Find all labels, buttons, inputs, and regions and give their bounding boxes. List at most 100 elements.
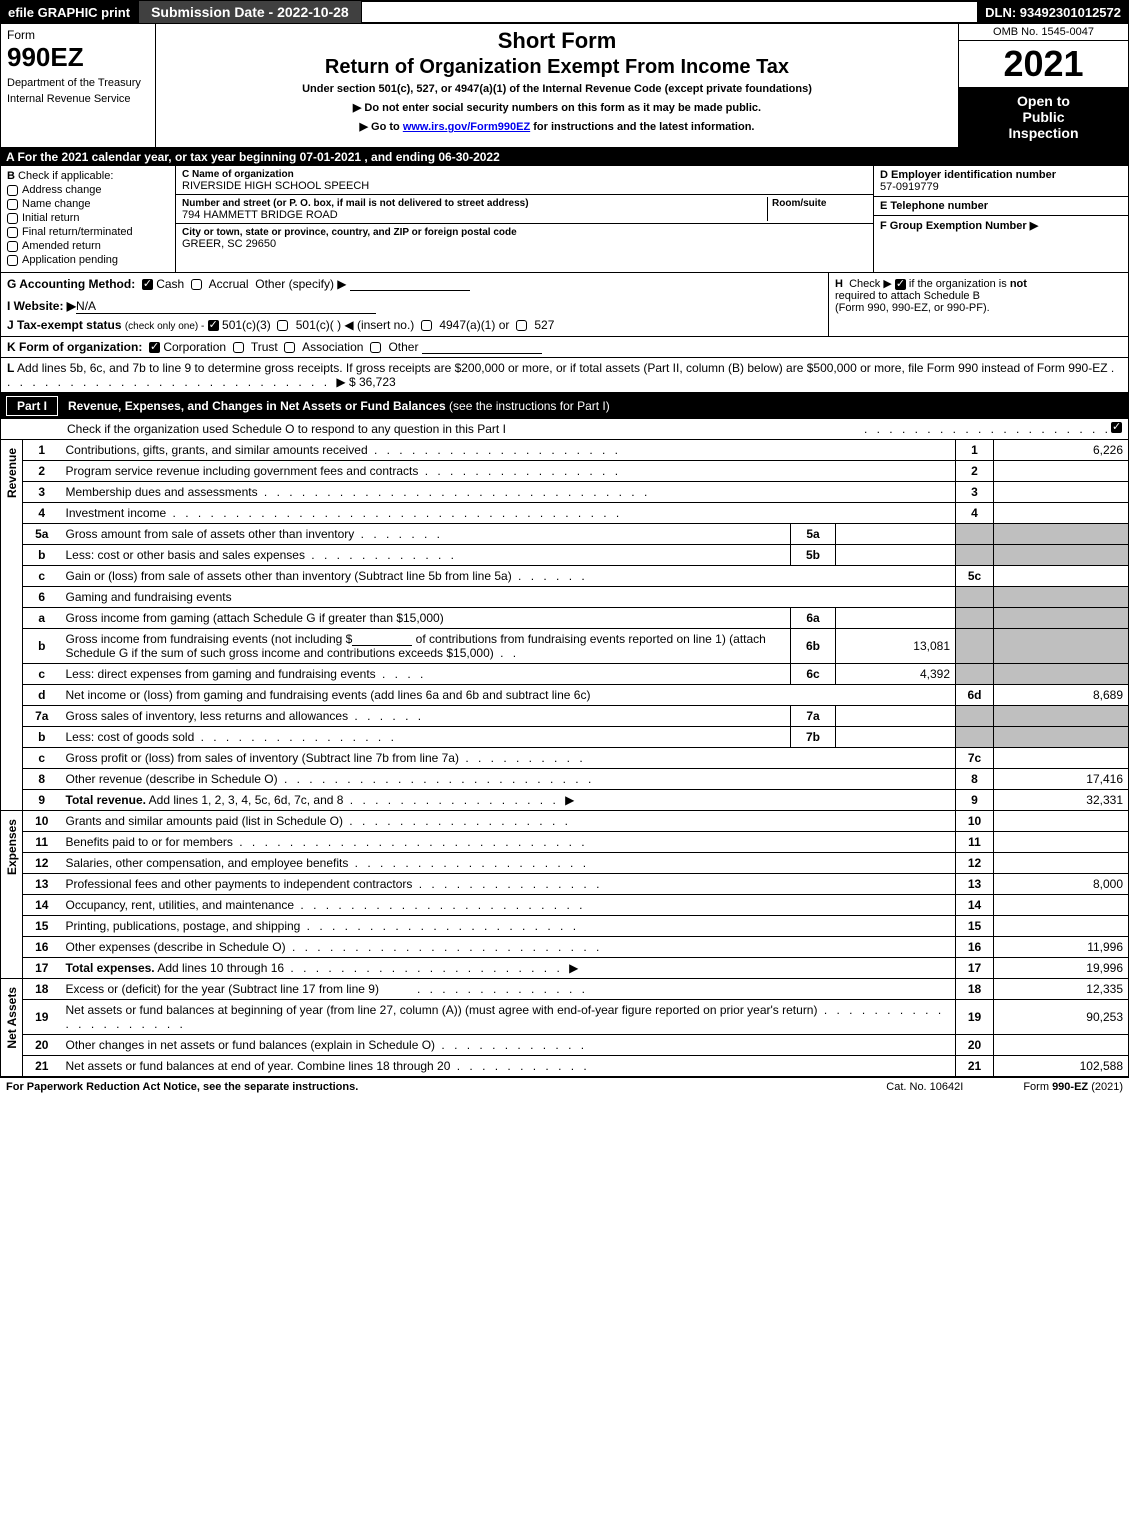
section-g: G Accounting Method: Cash Accrual Other … <box>7 277 822 291</box>
header-left: Form 990EZ Department of the Treasury In… <box>1 24 156 147</box>
form-number: 990EZ <box>7 42 149 73</box>
line-20: 20Other changes in net assets or fund ba… <box>23 1035 1129 1056</box>
line-6c: cLess: direct expenses from gaming and f… <box>23 664 1129 685</box>
line-16: 16Other expenses (describe in Schedule O… <box>23 937 1129 958</box>
header-mid: Short Form Return of Organization Exempt… <box>156 24 958 147</box>
line-5a: 5aGross amount from sale of assets other… <box>23 524 1129 545</box>
check-name-change[interactable]: Name change <box>7 198 169 210</box>
form-label: Form <box>7 28 149 42</box>
website-value: N/A <box>76 299 376 314</box>
checkbox-icon <box>7 199 18 210</box>
section-k: K Form of organization: Corporation Trus… <box>0 337 1129 358</box>
irs-link[interactable]: www.irs.gov/Form990EZ <box>403 121 530 133</box>
checkbox-accrual-icon <box>191 279 202 290</box>
checkbox-527-icon <box>516 320 527 331</box>
checkbox-assoc-icon <box>284 342 295 353</box>
warning-ssn: ▶ Do not enter social security numbers o… <box>162 101 952 114</box>
street-value: 794 HAMMETT BRIDGE ROAD <box>182 209 338 221</box>
l-text: Add lines 5b, 6c, and 7b to line 9 to de… <box>17 361 1108 375</box>
j-sub: (check only one) - <box>125 321 204 332</box>
line-6: 6Gaming and fundraising events <box>23 587 1129 608</box>
j-label: J Tax-exempt status <box>7 318 122 332</box>
section-b: B Check if applicable: Address change Na… <box>1 166 176 272</box>
footer-right: Form 990-EZ (2021) <box>1023 1081 1123 1093</box>
checkbox-part1-icon <box>1111 422 1122 433</box>
netassets-section: Net Assets 18Excess or (deficit) for the… <box>0 979 1129 1077</box>
line-10: 10Grants and similar amounts paid (list … <box>23 811 1129 832</box>
org-name: RIVERSIDE HIGH SCHOOL SPEECH <box>182 180 369 192</box>
open-line2: Public <box>963 109 1124 125</box>
line-7a: 7aGross sales of inventory, less returns… <box>23 706 1129 727</box>
checkbox-4947-icon <box>421 320 432 331</box>
g-accrual: Accrual <box>209 277 249 291</box>
section-def: D Employer identification number 57-0919… <box>873 166 1128 272</box>
check-final-return[interactable]: Final return/terminated <box>7 226 169 238</box>
efile-label[interactable]: efile GRAPHIC print <box>0 0 138 24</box>
checkbox-corp-icon <box>149 342 160 353</box>
k-corp: Corporation <box>163 340 226 354</box>
i-label: I Website: ▶ <box>7 299 76 313</box>
line-6a: aGross income from gaming (attach Schedu… <box>23 608 1129 629</box>
checkbox-other-icon <box>370 342 381 353</box>
street-label: Number and street (or P. O. box, if mail… <box>182 198 529 209</box>
l-letter: L <box>7 361 14 375</box>
line-17: 17Total expenses. Add lines 10 through 1… <box>23 958 1129 979</box>
h-check: Check ▶ <box>849 278 892 290</box>
h-text5: (Form 990, 990-EZ, or 990-PF). <box>835 302 990 314</box>
room-label: Room/suite <box>772 198 826 209</box>
revenue-section: Revenue 1Contributions, gifts, grants, a… <box>0 440 1129 811</box>
section-i: I Website: ▶N/A <box>7 299 822 314</box>
l-arrow: ▶ <box>336 375 345 389</box>
f-group: F Group Exemption Number ▶ <box>874 216 1128 235</box>
top-bar: efile GRAPHIC print Submission Date - 20… <box>0 0 1129 24</box>
section-l: L Add lines 5b, 6c, and 7b to line 9 to … <box>0 358 1129 393</box>
checkbox-icon <box>7 255 18 266</box>
l-amount: $ 36,723 <box>349 375 396 389</box>
dept-treasury: Department of the Treasury <box>7 77 149 89</box>
netassets-side-label: Net Assets <box>0 979 22 1077</box>
tax-year: 2021 <box>959 41 1128 87</box>
section-a: A For the 2021 calendar year, or tax yea… <box>0 148 1129 166</box>
checkbox-icon <box>7 213 18 224</box>
f-label: F Group Exemption Number ▶ <box>880 220 1038 232</box>
part1-title: Revenue, Expenses, and Changes in Net As… <box>68 399 610 413</box>
org-name-row: C Name of organization RIVERSIDE HIGH SC… <box>176 166 873 195</box>
line-2: 2Program service revenue including gover… <box>23 461 1129 482</box>
g-label: G Accounting Method: <box>7 277 135 291</box>
line-12: 12Salaries, other compensation, and empl… <box>23 853 1129 874</box>
dln-label: DLN: 93492301012572 <box>977 0 1129 24</box>
g-cash: Cash <box>156 277 184 291</box>
h-not: not <box>1010 278 1027 290</box>
check-address-change[interactable]: Address change <box>7 184 169 196</box>
info-block: B Check if applicable: Address change Na… <box>0 166 1129 273</box>
check-amended-return[interactable]: Amended return <box>7 240 169 252</box>
line-6b: bGross income from fundraising events (n… <box>23 629 1129 664</box>
goto-pre: ▶ Go to <box>360 121 403 133</box>
d-ein: D Employer identification number 57-0919… <box>874 166 1128 197</box>
g-other: Other (specify) ▶ <box>255 277 346 291</box>
j-501c: 501(c)( ) ◀ (insert no.) <box>296 318 415 332</box>
k-assoc: Association <box>302 340 363 354</box>
expenses-side-label: Expenses <box>0 811 22 979</box>
city-label: City or town, state or province, country… <box>182 227 517 238</box>
dots: . . . . . . . . . . . . . . . . . . . . <box>864 422 1111 436</box>
netassets-table: 18Excess or (deficit) for the year (Subt… <box>22 979 1129 1077</box>
street-row: Number and street (or P. O. box, if mail… <box>176 195 873 224</box>
subtitle: Under section 501(c), 527, or 4947(a)(1)… <box>162 83 952 95</box>
line-1: 1Contributions, gifts, grants, and simil… <box>23 440 1129 461</box>
footer-catno: Cat. No. 10642I <box>886 1081 963 1093</box>
city-row: City or town, state or province, country… <box>176 224 873 252</box>
check-initial-return[interactable]: Initial return <box>7 212 169 224</box>
e-label: E Telephone number <box>880 200 988 212</box>
line-18: 18Excess or (deficit) for the year (Subt… <box>23 979 1129 1000</box>
checkbox-icon <box>7 227 18 238</box>
ein-value: 57-0919779 <box>880 181 939 193</box>
check-application-pending[interactable]: Application pending <box>7 254 169 266</box>
line-8: 8Other revenue (describe in Schedule O) … <box>23 769 1129 790</box>
gh-row: G Accounting Method: Cash Accrual Other … <box>0 273 1129 337</box>
return-title: Return of Organization Exempt From Incom… <box>162 56 952 79</box>
line-4: 4Investment income . . . . . . . . . . .… <box>23 503 1129 524</box>
k-other-line <box>422 342 542 354</box>
line-15: 15Printing, publications, postage, and s… <box>23 916 1129 937</box>
open-line1: Open to <box>963 93 1124 109</box>
